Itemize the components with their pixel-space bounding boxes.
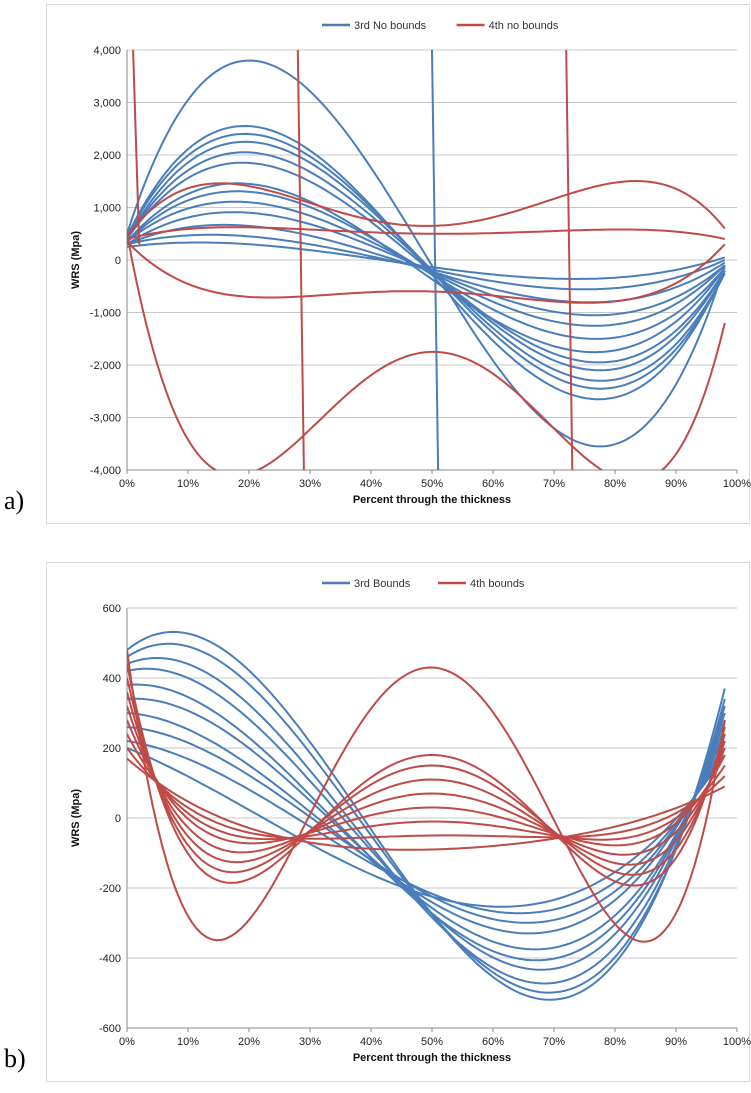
x-tick-label: 90%: [665, 1036, 687, 1048]
y-tick-label: -400: [99, 953, 121, 965]
series-line: [127, 240, 726, 304]
y-tick-label: -200: [99, 883, 121, 895]
series-line: [127, 691, 726, 866]
y-tick-label: -1,000: [90, 308, 121, 320]
x-tick-label: 10%: [177, 478, 199, 490]
legend-entry: 3rd Bounds: [354, 578, 411, 590]
y-tick-label: 0: [115, 813, 121, 825]
x-tick-label: 0%: [119, 478, 135, 490]
series-spike: [431, 50, 440, 470]
series-line: [127, 726, 726, 924]
panel-label-b: b): [4, 1044, 26, 1073]
series-line: [127, 132, 726, 390]
x-tick-label: 70%: [543, 1036, 565, 1048]
series-line: [127, 740, 726, 915]
series-line: [127, 179, 726, 238]
series-line: [127, 241, 726, 281]
x-tick-label: 90%: [665, 478, 687, 490]
x-tick-label: 40%: [360, 1036, 382, 1048]
legend-entry: 4th no bounds: [489, 20, 559, 32]
y-tick-label: 2,000: [93, 150, 121, 162]
chart-a-svg: 4,000 3,000 2,000 1,000 0 -1,000 -2,000 -3,000 -…: [70, 20, 751, 506]
series-group: [127, 50, 726, 470]
series-spike: [296, 50, 305, 470]
x-tick-label: 100%: [723, 478, 751, 490]
series-line: [127, 233, 726, 291]
x-tick-label: 80%: [604, 1036, 626, 1048]
y-tick-label: 0: [115, 255, 121, 267]
series-line: [127, 697, 726, 951]
series-line: [127, 719, 726, 847]
y-tick-label: 200: [103, 743, 121, 755]
y-tick-label: 4,000: [93, 45, 121, 57]
x-tick-label: 30%: [299, 1036, 321, 1048]
legend-entry: 3rd No bounds: [354, 20, 427, 32]
y-axis-title: WRS (Mpa): [70, 789, 82, 847]
series-spike: [132, 50, 141, 245]
series-line: [127, 190, 726, 340]
chart-panel-a: 4,000 3,000 2,000 1,000 0 -1,000 -2,000 -3,000 -…: [46, 4, 751, 524]
series-line: [127, 733, 726, 841]
y-tick-label: -3,000: [90, 413, 121, 425]
series-spike: [565, 50, 574, 470]
series-line: [127, 656, 726, 985]
x-tick-label: 100%: [723, 1036, 751, 1048]
x-tick-label: 40%: [360, 478, 382, 490]
series-line: [127, 757, 726, 851]
x-tick-label: 20%: [238, 478, 260, 490]
series-line: [127, 712, 726, 935]
x-tick-label: 20%: [238, 1036, 260, 1048]
x-tick-label: 50%: [421, 478, 443, 490]
series-line: [127, 663, 726, 887]
x-tick-label: 50%: [421, 1036, 443, 1048]
y-tick-label: -4,000: [90, 465, 121, 477]
y-tick-label: 400: [103, 673, 121, 685]
y-tick-label: -2,000: [90, 360, 121, 372]
series-line: [127, 151, 726, 372]
series-line: [127, 705, 726, 856]
series-line: [127, 233, 726, 470]
x-axis-title: Percent through the thickness: [353, 494, 511, 506]
series-line: [127, 683, 726, 962]
x-tick-label: 0%: [119, 1036, 135, 1048]
series-line: [127, 677, 726, 876]
y-tick-label: 1,000: [93, 203, 121, 215]
x-tick-label: 80%: [604, 478, 626, 490]
x-tick-label: 60%: [482, 478, 504, 490]
series-line: [127, 226, 726, 240]
series-group: [127, 630, 726, 1001]
legend-entry: 4th bounds: [470, 578, 525, 590]
chart-panel-b: 600 400 200 0 -200 -400 -600 0% 10% 20% 30% 40% 50% 6…: [46, 562, 751, 1082]
y-tick-label: -600: [99, 1023, 121, 1035]
x-tick-label: 30%: [299, 478, 321, 490]
y-tick-label: 3,000: [93, 98, 121, 110]
x-axis-title: Percent through the thickness: [353, 1052, 511, 1064]
y-axis-title: WRS (Mpa): [70, 231, 82, 289]
x-tick-label: 10%: [177, 1036, 199, 1048]
x-tick-label: 70%: [543, 478, 565, 490]
series-line: [127, 747, 726, 840]
y-tick-label: 600: [103, 603, 121, 615]
series-line: [127, 649, 726, 943]
panel-label-a: a): [4, 486, 25, 515]
series-line: [127, 59, 726, 448]
x-tick-label: 60%: [482, 1036, 504, 1048]
